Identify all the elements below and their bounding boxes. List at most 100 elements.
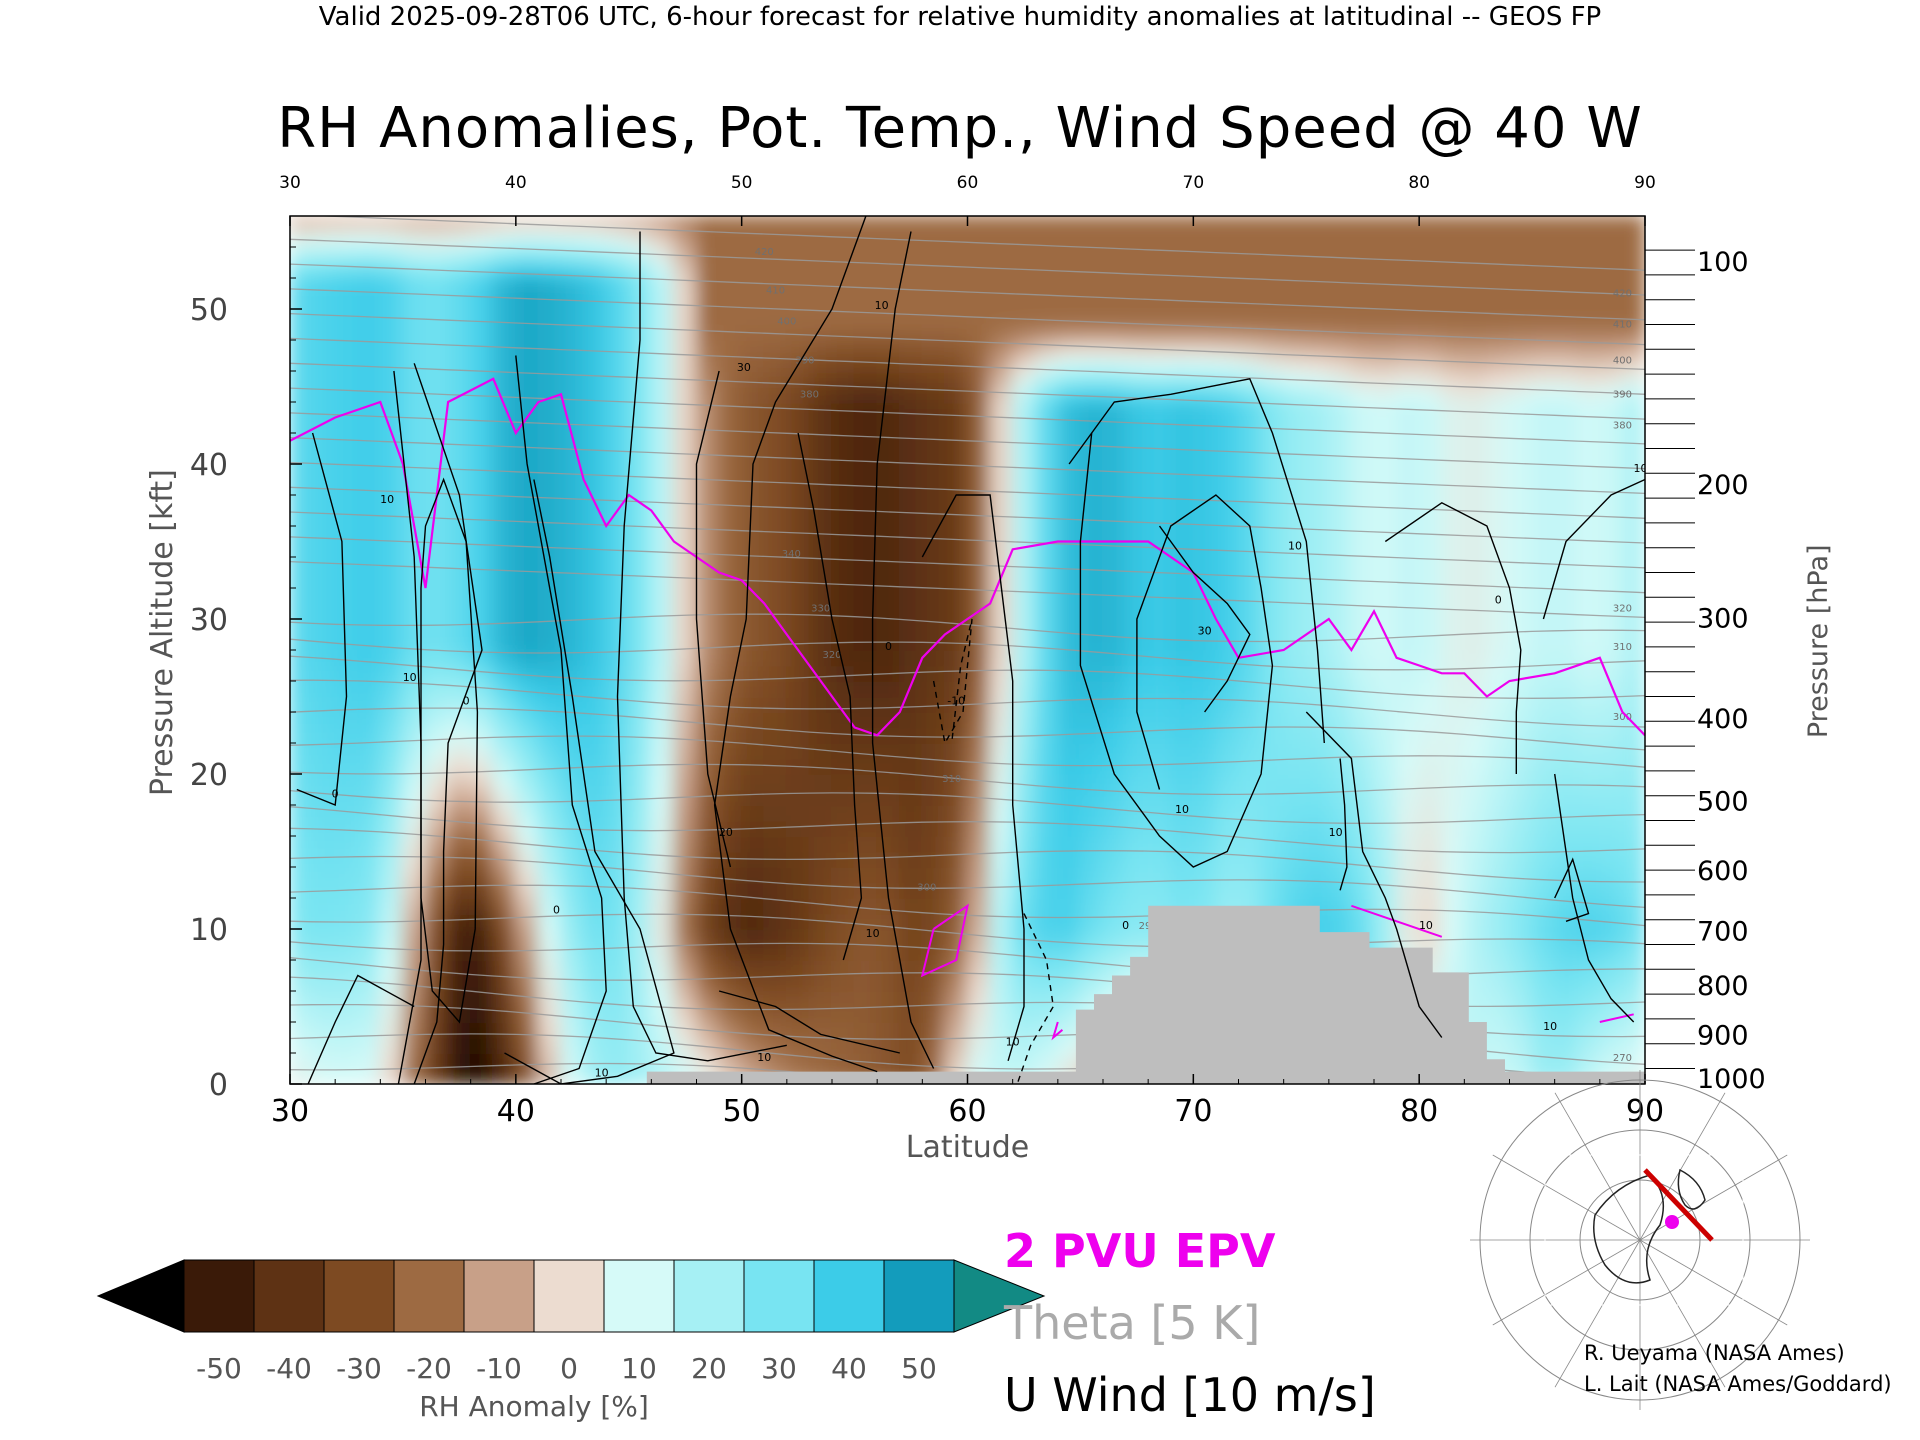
theta-label: 320 xyxy=(822,650,841,661)
theta-label: 340 xyxy=(782,549,801,560)
u-wind-label: 10 xyxy=(595,1066,609,1079)
u-wind-contour xyxy=(1305,711,1443,1038)
legend-theta: Theta [5 K] xyxy=(1004,1296,1261,1350)
colorbar-swatch xyxy=(743,1259,815,1333)
colorbar-tick-label: 10 xyxy=(621,1352,657,1385)
y-tick-label: 50 xyxy=(190,293,228,328)
u-wind-contour xyxy=(515,355,607,1084)
epv-2pvu-contour xyxy=(920,903,969,978)
u-wind-contour xyxy=(932,618,973,745)
theta-label: 390 xyxy=(1613,389,1632,400)
theta-line xyxy=(290,655,1645,699)
u-wind-label: 0 xyxy=(1495,594,1502,607)
theta-line xyxy=(290,638,1645,671)
theta-line xyxy=(290,789,1645,824)
chart-title: RH Anomalies, Pot. Temp., Wind Speed @ 4… xyxy=(277,96,1643,161)
u-wind-contour xyxy=(1554,857,1590,922)
u-wind-label: 10 xyxy=(380,493,394,506)
theta-label: 400 xyxy=(777,317,796,328)
terrain-fill xyxy=(646,905,1645,1084)
colorbar-swatch xyxy=(813,1259,885,1333)
u-wind-contour xyxy=(695,370,732,868)
colorbar-swatch xyxy=(533,1259,605,1333)
u-wind-label: 10 xyxy=(757,1051,771,1064)
u-wind-contour xyxy=(296,432,348,806)
theta-line xyxy=(290,763,1645,796)
u-wind-contour xyxy=(713,216,878,1073)
map-meridian xyxy=(1492,1239,1641,1326)
theta-label: 410 xyxy=(1613,320,1632,331)
map-meridian xyxy=(1639,1239,1788,1326)
x-tick-label: 50 xyxy=(723,1094,761,1129)
map-section-line xyxy=(1643,1168,1714,1242)
theta-label: 390 xyxy=(795,355,814,366)
theta-line xyxy=(290,679,1645,728)
u-wind-label: 10 xyxy=(1288,539,1302,552)
y-axis-label: Pressure Altitude [kft] xyxy=(145,469,180,796)
theta-label: 330 xyxy=(811,603,830,614)
x-tick-label: 30 xyxy=(271,1094,309,1129)
theta-line xyxy=(290,288,1645,346)
theta-label: 300 xyxy=(917,882,936,893)
map-meridian xyxy=(1492,1154,1641,1241)
theta-line xyxy=(290,337,1645,395)
u-wind-contour xyxy=(871,231,935,1069)
epv-2pvu-contour xyxy=(1051,1021,1064,1041)
u-wind-label: 10 xyxy=(1329,826,1343,839)
x-tick-label: 70 xyxy=(1174,1094,1212,1129)
terrain xyxy=(646,905,1645,1084)
y2-tick-label: 300 xyxy=(1697,603,1749,634)
y2-tick-label: 700 xyxy=(1697,917,1749,948)
colorbar-swatch xyxy=(323,1259,395,1333)
colorbar-swatch xyxy=(253,1259,325,1333)
colorbar-tick-label: -40 xyxy=(266,1352,312,1385)
map-marker xyxy=(1665,1215,1679,1229)
colorbar-tick-label: 40 xyxy=(831,1352,867,1385)
colorbar-tick-label: 30 xyxy=(761,1352,797,1385)
map-meridian xyxy=(1554,1092,1641,1241)
u-wind-contour xyxy=(420,477,479,1024)
theta-line xyxy=(290,806,1645,854)
theta-label: 290 xyxy=(1139,921,1158,932)
map-frame xyxy=(1544,1154,1744,1306)
u-wind-contour xyxy=(1016,913,1055,1084)
u-wind-label: 10 xyxy=(1419,919,1433,932)
u-wind-contour xyxy=(1079,432,1274,868)
u-wind-contour xyxy=(921,494,1025,1061)
x-tick-label: 90 xyxy=(1626,1094,1664,1129)
x-tick-label-top: 40 xyxy=(505,173,527,193)
colorbar-swatch xyxy=(603,1259,675,1333)
theta-line xyxy=(290,1062,922,1084)
colorbar-tick-label: 50 xyxy=(901,1352,937,1385)
u-wind-label: 10 xyxy=(1633,462,1647,475)
colorbar-swatch xyxy=(393,1259,465,1333)
u-wind-label: 0 xyxy=(885,640,892,653)
u-wind-label: 30 xyxy=(737,361,751,374)
theta-label: 420 xyxy=(755,247,774,258)
theta-label: 320 xyxy=(1613,603,1632,614)
y-tick-label: 30 xyxy=(190,603,228,638)
u-wind-contours: 0 0 10 10 0 10 30 20 10 0 10 10 -10 0 10 10 30 10 10 10 0 10 1… xyxy=(296,216,1647,1084)
colorbar-label: RH Anomaly [%] xyxy=(419,1390,649,1423)
map-coastline xyxy=(1677,1168,1706,1210)
theta-line xyxy=(290,461,1645,519)
u-wind-contour xyxy=(1554,773,1635,1023)
colorbar-swatch xyxy=(673,1259,745,1333)
theta-line xyxy=(290,486,1645,544)
y-tick-label: 0 xyxy=(209,1068,228,1103)
u-wind-label: 0 xyxy=(332,787,339,800)
theta-line xyxy=(290,613,1645,643)
u-wind-label: 30 xyxy=(1198,625,1212,638)
u-wind-contour xyxy=(504,479,675,1084)
theta-line xyxy=(290,436,1645,495)
y2-tick-label: 900 xyxy=(1697,1020,1749,1051)
theta-label: 420 xyxy=(1613,289,1632,300)
y2-tick-label: 500 xyxy=(1697,786,1749,817)
u-wind-contour xyxy=(1339,758,1348,891)
theta-label: 400 xyxy=(1613,355,1632,366)
u-wind-contour xyxy=(616,231,787,1062)
theta-line xyxy=(290,536,1645,594)
theta-label: 410 xyxy=(766,286,785,297)
y-tick-label: 20 xyxy=(190,758,228,793)
